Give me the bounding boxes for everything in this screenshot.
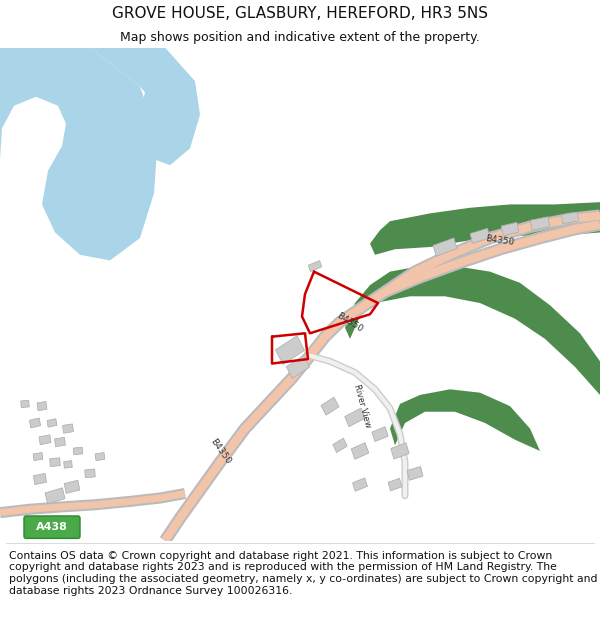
Polygon shape [29, 418, 41, 428]
Text: B4350: B4350 [208, 436, 232, 466]
Polygon shape [501, 222, 519, 236]
Polygon shape [275, 336, 305, 364]
Text: B4350: B4350 [335, 311, 365, 334]
Polygon shape [530, 217, 550, 230]
Text: B4350: B4350 [485, 234, 515, 247]
Polygon shape [39, 435, 51, 445]
Polygon shape [37, 401, 47, 411]
Text: River View: River View [352, 383, 372, 429]
Polygon shape [345, 266, 600, 395]
Polygon shape [370, 202, 600, 255]
Polygon shape [21, 400, 29, 408]
Polygon shape [64, 480, 80, 493]
Polygon shape [333, 438, 347, 452]
Text: Contains OS data © Crown copyright and database right 2021. This information is : Contains OS data © Crown copyright and d… [9, 551, 598, 596]
Polygon shape [470, 228, 490, 243]
Text: A438: A438 [36, 522, 68, 532]
Polygon shape [55, 438, 65, 447]
Polygon shape [47, 419, 57, 427]
Polygon shape [391, 443, 409, 459]
Polygon shape [562, 212, 578, 224]
Polygon shape [45, 488, 65, 504]
Polygon shape [85, 469, 95, 478]
Polygon shape [345, 408, 365, 427]
Polygon shape [321, 397, 339, 415]
Polygon shape [308, 261, 322, 271]
Polygon shape [90, 48, 200, 165]
Polygon shape [372, 427, 388, 442]
Polygon shape [0, 48, 158, 261]
Polygon shape [353, 478, 367, 491]
Polygon shape [390, 389, 540, 451]
Polygon shape [50, 458, 60, 467]
FancyBboxPatch shape [24, 516, 80, 538]
Polygon shape [407, 466, 423, 480]
Polygon shape [34, 473, 47, 484]
Polygon shape [351, 442, 369, 459]
Polygon shape [64, 461, 72, 468]
Polygon shape [62, 424, 73, 433]
Polygon shape [95, 452, 105, 461]
Polygon shape [286, 356, 310, 378]
Text: Map shows position and indicative extent of the property.: Map shows position and indicative extent… [120, 31, 480, 44]
Text: GROVE HOUSE, GLASBURY, HEREFORD, HR3 5NS: GROVE HOUSE, GLASBURY, HEREFORD, HR3 5NS [112, 6, 488, 21]
Polygon shape [73, 447, 83, 455]
Polygon shape [433, 238, 457, 256]
Polygon shape [388, 478, 402, 491]
Polygon shape [33, 452, 43, 461]
